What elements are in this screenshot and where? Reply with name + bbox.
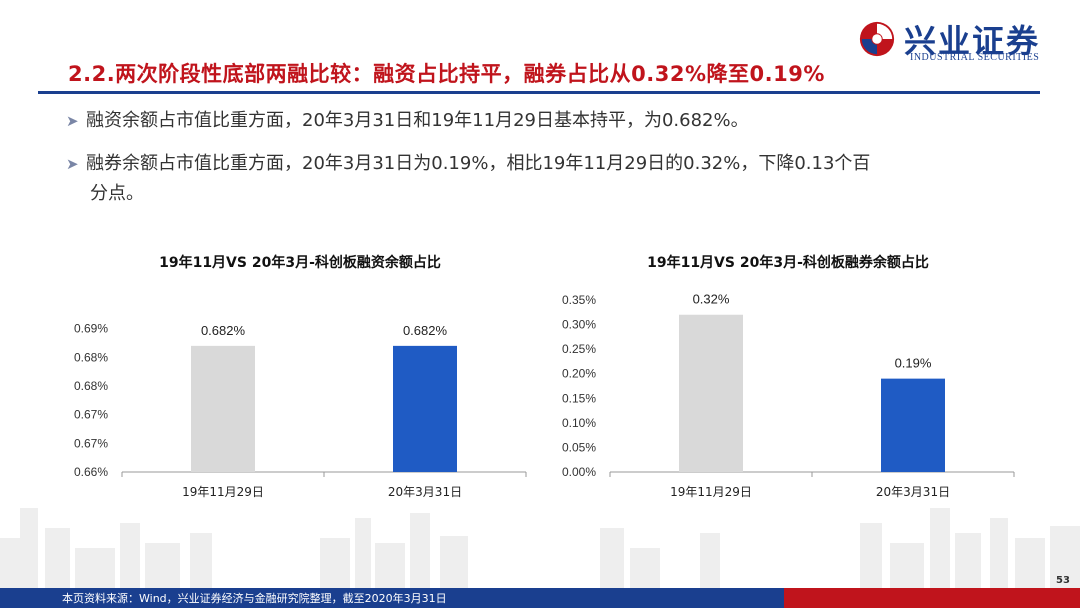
bar	[393, 345, 457, 472]
y-tick-label: 0.05%	[562, 440, 596, 454]
bar	[881, 378, 945, 472]
bullet-financing: ➤ 融资余额占市值比重方面，20年3月31日和19年11月29日基本持平，为0.6…	[66, 106, 749, 136]
page-title: 2.2.两次阶段性底部两融比较：融资占比持平，融券占比从0.32%降至0.19%	[68, 62, 825, 86]
footer-source: 本页资料来源：Wind，兴业证券经济与金融研究院整理，截至2020年3月31日	[62, 592, 447, 605]
y-tick-label: 0.15%	[562, 391, 596, 405]
data-label: 0.682%	[201, 323, 246, 338]
y-tick-label: 0.00%	[562, 465, 596, 479]
bar	[191, 345, 255, 472]
y-tick-label: 0.67%	[74, 408, 108, 422]
brand-name-en: INDUSTRIAL SECURITIES	[910, 52, 1040, 63]
y-tick-label: 0.30%	[562, 318, 596, 332]
data-label: 0.19%	[895, 356, 932, 371]
bullet-arrow-icon: ➤	[66, 155, 79, 173]
bullet-text-continued: 分点。	[90, 183, 144, 204]
x-tick-label: 19年11月29日	[670, 485, 752, 499]
y-tick-label: 0.10%	[562, 416, 596, 430]
y-tick-label: 0.20%	[562, 367, 596, 381]
y-tick-label: 0.25%	[562, 342, 596, 356]
x-tick-label: 19年11月29日	[182, 485, 264, 499]
chart-title-securities-lending: 19年11月VS 20年3月-科创板融券余额占比	[647, 255, 929, 271]
data-label: 0.682%	[403, 323, 448, 338]
data-label: 0.32%	[693, 292, 730, 307]
bar	[679, 314, 743, 472]
footer-accent	[784, 588, 1080, 608]
page-number: 53	[1056, 575, 1070, 586]
bullet-securities-lending: ➤ 融券余额占市值比重方面，20年3月31日为0.19%，相比19年11月29日的…	[66, 149, 1026, 209]
bullet-arrow-icon: ➤	[66, 112, 79, 130]
y-tick-label: 0.68%	[74, 379, 108, 393]
chart-title-financing: 19年11月VS 20年3月-科创板融资余额占比	[159, 255, 441, 271]
securities-lending-ratio-chart: 0.00% 0.05% 0.10% 0.15% 0.20% 0.25% 0.30% 0.35%…	[562, 292, 1015, 499]
city-skyline-decoration	[0, 508, 1080, 588]
y-tick-label: 0.66%	[74, 465, 108, 479]
y-tick-label: 0.67%	[74, 436, 108, 450]
y-tick-label: 0.69%	[74, 322, 108, 336]
x-tick-label: 20年3月31日	[388, 485, 462, 499]
brand-name: 兴业证券	[904, 22, 1041, 60]
brand-logo: 兴业证券 INDUSTRIAL SECURITIES	[858, 14, 1068, 64]
y-tick-label: 0.35%	[562, 293, 596, 307]
bullet-text: 融资余额占市值比重方面，20年3月31日和19年11月29日基本持平，为0.68…	[86, 110, 749, 131]
title-divider	[38, 91, 1040, 94]
brand-swirl-icon	[859, 21, 895, 57]
bullet-text: 融券余额占市值比重方面，20年3月31日为0.19%，相比19年11月29日的0…	[86, 153, 871, 174]
financing-ratio-chart: 0.66% 0.67% 0.67% 0.68% 0.68% 0.69% 0.682% 19年1…	[74, 322, 527, 499]
x-tick-label: 20年3月31日	[876, 485, 950, 499]
y-tick-label: 0.68%	[74, 350, 108, 364]
